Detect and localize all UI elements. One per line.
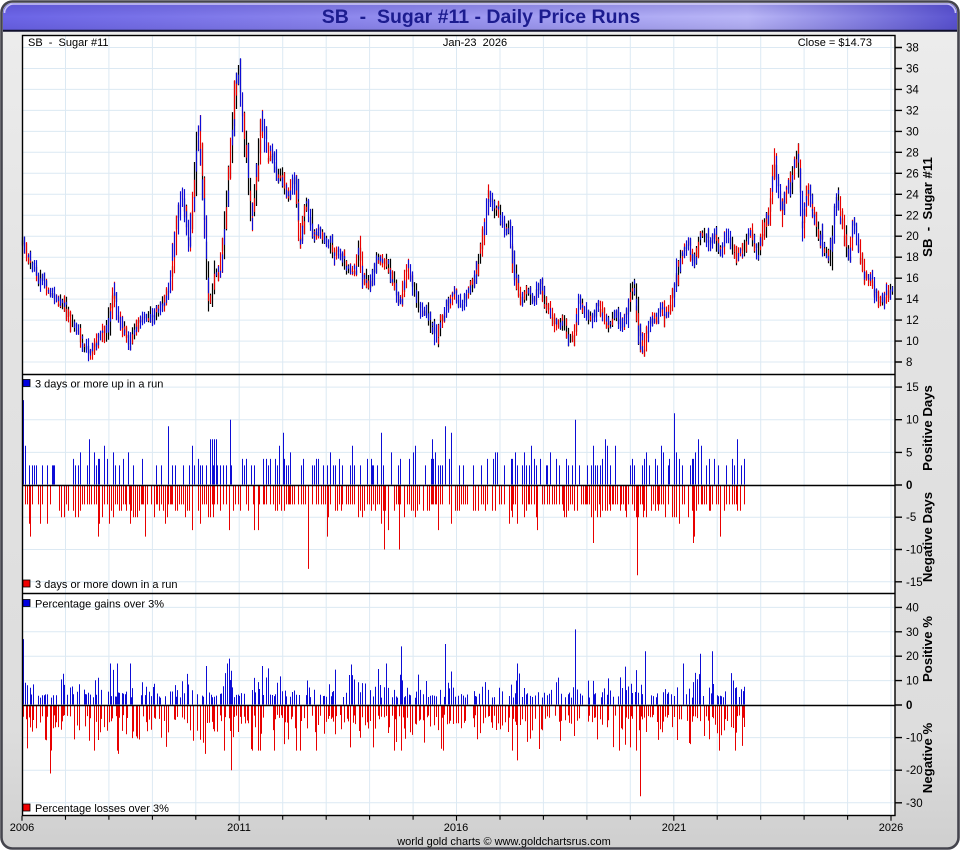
svg-text:38: 38	[906, 43, 919, 55]
svg-text:15: 15	[906, 382, 919, 394]
svg-text:Percentage losses over 3%: Percentage losses over 3%	[35, 803, 169, 815]
svg-text:0: 0	[906, 700, 912, 712]
svg-text:Close = $14.73: Close = $14.73	[798, 37, 872, 49]
svg-text:-10: -10	[906, 733, 923, 745]
svg-text:Percentage gains over 3%: Percentage gains over 3%	[35, 599, 164, 611]
svg-text:Positive Days: Positive Days	[920, 385, 935, 471]
svg-text:-20: -20	[906, 765, 923, 777]
svg-text:16: 16	[906, 273, 919, 285]
svg-text:20: 20	[906, 231, 919, 243]
svg-text:32: 32	[906, 105, 919, 117]
svg-text:30: 30	[906, 627, 919, 639]
svg-text:2016: 2016	[444, 822, 468, 834]
svg-text:Negative %: Negative %	[920, 723, 935, 794]
svg-text:Jan-23 2026: Jan-23 2026	[443, 37, 507, 49]
svg-text:10: 10	[906, 336, 919, 348]
svg-text:40: 40	[906, 602, 919, 614]
svg-text:-15: -15	[906, 577, 923, 589]
svg-text:20: 20	[906, 651, 919, 663]
svg-text:12: 12	[906, 315, 919, 327]
svg-text:-5: -5	[906, 512, 916, 524]
svg-text:3 days or more up in a run: 3 days or more up in a run	[35, 379, 163, 391]
svg-text:24: 24	[906, 189, 919, 201]
svg-text:2011: 2011	[227, 822, 251, 834]
svg-text:3 days or more down in a run: 3 days or more down in a run	[35, 579, 177, 591]
svg-text:36: 36	[906, 64, 919, 76]
svg-text:SB - Sugar #11 - Daily Price: SB - Sugar #11 - Daily Price Runs	[322, 6, 641, 28]
svg-text:SB - Sugar #11: SB - Sugar #11	[920, 157, 935, 257]
svg-text:26: 26	[906, 168, 919, 180]
svg-text:34: 34	[906, 84, 919, 96]
svg-text:SB - Sugar #11: SB - Sugar #11	[28, 37, 109, 49]
svg-text:2026: 2026	[879, 822, 903, 834]
svg-text:Positive %: Positive %	[920, 616, 935, 682]
svg-text:10: 10	[906, 676, 919, 688]
svg-text:-10: -10	[906, 545, 923, 557]
svg-text:5: 5	[906, 447, 912, 459]
svg-text:30: 30	[906, 126, 919, 138]
svg-text:28: 28	[906, 147, 919, 159]
svg-text:22: 22	[906, 210, 919, 222]
svg-text:18: 18	[906, 252, 919, 264]
svg-text:14: 14	[906, 294, 919, 306]
svg-text:0: 0	[906, 480, 912, 492]
svg-text:-30: -30	[906, 798, 923, 810]
svg-text:2006: 2006	[10, 822, 34, 834]
svg-text:world gold charts © www.goldch: world gold charts © www.goldchartsrus.co…	[396, 836, 611, 848]
svg-text:8: 8	[906, 357, 912, 369]
svg-text:Negative Days: Negative Days	[920, 492, 935, 582]
svg-text:2021: 2021	[662, 822, 686, 834]
svg-text:10: 10	[906, 415, 919, 427]
